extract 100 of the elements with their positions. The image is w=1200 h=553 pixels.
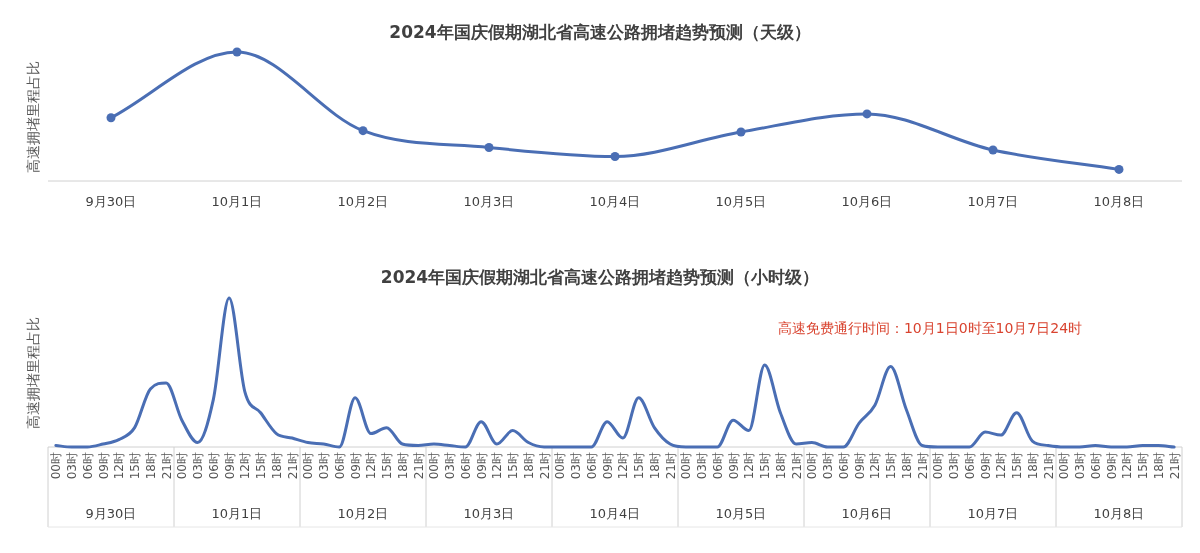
x-tick-label: 09时 (726, 452, 741, 480)
x-tick-label: 00时 (805, 452, 820, 480)
x-tick-label: 00时 (427, 452, 442, 480)
y-axis-title: 高速拥堵里程占比 (25, 316, 41, 429)
x-tick-label: 18时 (143, 452, 158, 480)
x-tick-label: 21时 (159, 452, 174, 480)
x-tick-label: 21时 (1167, 452, 1182, 480)
x-tick-label: 03时 (191, 452, 206, 480)
x-tick-label: 09时 (978, 452, 993, 480)
x-tick-label: 03时 (695, 452, 710, 480)
x-tick-label: 10月5日 (715, 194, 767, 209)
x-tick-label: 06时 (584, 452, 599, 480)
point (1114, 164, 1124, 174)
x-tick-label: 15时 (254, 452, 269, 480)
annotation: 高速免费通行时间：10月1日0时至10月7日24时 (777, 320, 1083, 336)
x-tick-label: 21时 (537, 452, 552, 480)
x-tick-label: 12时 (238, 452, 253, 480)
text: 10月4日 (589, 506, 641, 521)
x-tick-label: 03时 (443, 452, 458, 480)
x-tick-label: 10月7日 (967, 194, 1019, 209)
x-tick-label: 00时 (301, 452, 316, 480)
x-tick-label: 18时 (395, 452, 410, 480)
x-tick-label: 06时 (332, 452, 347, 480)
x-tick-label: 09时 (852, 452, 867, 480)
x-tick-label: 15时 (1136, 452, 1151, 480)
x-tick-label: 21时 (1041, 452, 1056, 480)
point (988, 145, 998, 155)
x-tick-label: 03时 (569, 452, 584, 480)
x-tick-label: 12时 (616, 452, 631, 480)
x-tick-label: 10月8日 (1093, 194, 1145, 209)
x-tick-label: 10月1日 (211, 194, 263, 209)
x-tick-label: 10月4日 (589, 194, 641, 209)
point (736, 127, 746, 137)
x-tick-label: 03时 (317, 452, 332, 480)
x-tick-label: 18时 (1025, 452, 1040, 480)
x-tick-label: 15时 (632, 452, 647, 480)
x-tick-label: 12时 (364, 452, 379, 480)
x-tick-label: 06时 (962, 452, 977, 480)
point (610, 151, 620, 161)
x-tick-label: 18时 (773, 452, 788, 480)
x-tick-label: 10月2日 (337, 194, 389, 209)
x-tick-label: 06时 (1088, 452, 1103, 480)
x-tick-label: 00时 (49, 452, 64, 480)
x-tick-label: 21时 (663, 452, 678, 480)
x-tick-label: 12时 (1120, 452, 1135, 480)
point (358, 126, 368, 136)
chart-title: 2024年国庆假期湖北省高速公路拥堵趋势预测（天级） (389, 22, 811, 42)
x-tick-label: 12时 (868, 452, 883, 480)
x-tick-label: 18时 (899, 452, 914, 480)
x-tick-label: 12时 (490, 452, 505, 480)
x-tick-label: 18时 (269, 452, 284, 480)
x-tick-label: 09时 (96, 452, 111, 480)
point (106, 113, 116, 123)
x-tick-label: 09时 (474, 452, 489, 480)
point (484, 142, 494, 152)
x-tick-label: 03时 (821, 452, 836, 480)
y-axis-title: 高速拥堵里程占比 (25, 60, 41, 173)
x-tick-label: 06时 (458, 452, 473, 480)
x-tick-label: 06时 (836, 452, 851, 480)
x-tick-label: 03时 (1073, 452, 1088, 480)
point (862, 109, 872, 119)
x-tick-label: 03时 (65, 452, 80, 480)
x-tick-label: 09时 (1104, 452, 1119, 480)
x-tick-label: 09时 (222, 452, 237, 480)
x-tick-label: 03时 (947, 452, 962, 480)
x-tick-label: 21时 (285, 452, 300, 480)
x-tick-label: 15时 (380, 452, 395, 480)
x-tick-label: 00时 (175, 452, 190, 480)
x-tick-label: 12时 (742, 452, 757, 480)
x-tick-label: 00时 (553, 452, 568, 480)
x-tick-label: 21时 (411, 452, 426, 480)
x-tick-label: 21时 (915, 452, 930, 480)
x-tick-label: 12时 (112, 452, 127, 480)
x-tick-label: 18时 (647, 452, 662, 480)
text: 10月3日 (463, 506, 515, 521)
text: 9月30日 (85, 506, 137, 521)
text: 10月7日 (967, 506, 1019, 521)
x-tick-label: 12时 (994, 452, 1009, 480)
text: 10月2日 (337, 506, 389, 521)
x-tick-label: 15时 (506, 452, 521, 480)
x-tick-label: 15时 (884, 452, 899, 480)
x-tick-label: 18时 (1151, 452, 1166, 480)
x-tick-label: 00时 (931, 452, 946, 480)
text: 10月1日 (211, 506, 263, 521)
point (232, 47, 242, 57)
x-tick-label: 00时 (679, 452, 694, 480)
x-tick-label: 06时 (206, 452, 221, 480)
x-tick-label: 09时 (600, 452, 615, 480)
x-tick-label: 09时 (348, 452, 363, 480)
text: 10月6日 (841, 506, 893, 521)
text: 10月5日 (715, 506, 767, 521)
text: 10月8日 (1093, 506, 1145, 521)
x-tick-label: 06时 (80, 452, 95, 480)
x-tick-label: 21时 (789, 452, 804, 480)
x-tick-label: 06时 (710, 452, 725, 480)
x-tick-label: 15时 (128, 452, 143, 480)
x-tick-label: 15时 (1010, 452, 1025, 480)
x-tick-label: 18时 (521, 452, 536, 480)
x-tick-label: 00时 (1057, 452, 1072, 480)
x-tick-label: 10月3日 (463, 194, 515, 209)
